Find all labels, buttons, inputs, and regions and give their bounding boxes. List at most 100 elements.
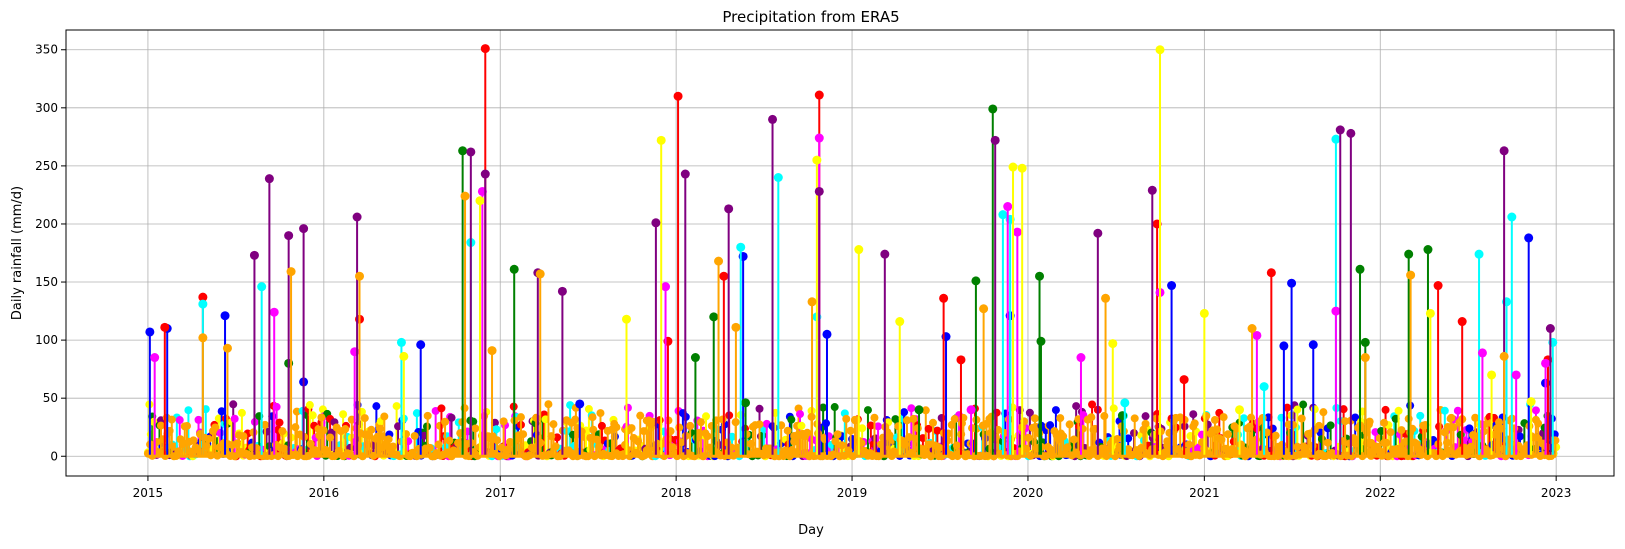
baseline-marker — [480, 412, 489, 421]
baseline-marker — [1024, 433, 1033, 442]
baseline-marker — [1440, 406, 1449, 415]
baseline-marker — [306, 440, 315, 449]
baseline-marker — [1453, 406, 1462, 415]
baseline-marker — [204, 434, 213, 443]
data-point — [1076, 353, 1086, 363]
baseline-marker — [291, 423, 300, 432]
data-point — [1541, 358, 1551, 368]
baseline-marker — [749, 422, 758, 431]
baseline-marker — [339, 410, 348, 419]
baseline-marker — [1051, 406, 1060, 415]
baseline-marker — [1078, 424, 1087, 433]
data-point — [1404, 249, 1414, 259]
baseline-marker — [437, 404, 446, 413]
baseline-marker — [1087, 413, 1096, 422]
baseline-marker — [1416, 411, 1425, 420]
baseline-marker — [1386, 428, 1395, 437]
baseline-marker — [1059, 432, 1068, 441]
data-point — [1036, 336, 1046, 346]
baseline-marker — [571, 415, 580, 424]
baseline-marker — [588, 413, 597, 422]
baseline-marker — [1534, 419, 1543, 428]
y-tick-label: 100 — [35, 333, 58, 347]
baseline-marker — [866, 421, 875, 430]
baseline-marker — [1210, 415, 1219, 424]
x-tick-label: 2021 — [1189, 486, 1220, 500]
data-point — [355, 271, 365, 281]
data-point — [535, 269, 545, 279]
y-tick-label: 350 — [35, 43, 58, 57]
baseline-marker — [846, 426, 855, 435]
data-point — [1279, 341, 1289, 351]
data-point — [814, 90, 824, 100]
baseline-marker — [668, 443, 677, 452]
data-point — [1526, 397, 1536, 407]
baseline-marker — [544, 400, 553, 409]
baseline-marker — [1239, 446, 1248, 455]
y-axis-label: Daily rainfall (mm/d) — [10, 186, 25, 320]
data-point — [1477, 348, 1487, 358]
data-point — [895, 317, 905, 327]
data-point — [731, 322, 741, 332]
baseline-marker — [874, 422, 883, 431]
baseline-marker — [156, 421, 165, 430]
baseline-marker — [292, 407, 301, 416]
baseline-marker — [278, 427, 287, 436]
baseline-marker — [562, 416, 571, 425]
baseline-marker — [1025, 408, 1034, 417]
data-point — [661, 282, 671, 292]
baseline-marker — [1479, 427, 1488, 436]
baseline-marker — [1219, 413, 1228, 422]
baseline-marker — [275, 418, 284, 427]
baseline-marker — [1516, 432, 1525, 441]
baseline-marker — [380, 412, 389, 421]
data-point — [1360, 337, 1370, 347]
baseline-marker — [341, 425, 350, 434]
data-point — [269, 307, 279, 317]
x-tick-label: 2017 — [485, 486, 516, 500]
baseline-marker — [1380, 418, 1389, 427]
baseline-marker — [675, 423, 684, 432]
data-point — [998, 210, 1008, 220]
baseline-marker — [837, 441, 846, 450]
baseline-marker — [492, 425, 501, 434]
y-tick-label: 300 — [35, 101, 58, 115]
baseline-marker — [1030, 414, 1039, 423]
data-point — [1235, 405, 1245, 415]
data-point — [714, 256, 724, 266]
data-point — [220, 311, 230, 321]
baseline-marker — [1473, 432, 1482, 441]
series-group — [198, 191, 1509, 457]
baseline-marker — [1223, 430, 1232, 439]
baseline-marker — [471, 424, 480, 433]
baseline-marker — [375, 424, 384, 433]
baseline-marker — [360, 414, 369, 423]
data-point — [1108, 339, 1118, 349]
baseline-marker — [686, 421, 695, 430]
x-tick-label: 2020 — [1013, 486, 1044, 500]
data-point — [724, 204, 734, 214]
baseline-marker — [790, 437, 799, 446]
plot-area — [143, 44, 1561, 461]
data-point — [1360, 353, 1370, 363]
x-tick-label: 2015 — [133, 486, 164, 500]
baseline-marker — [1239, 414, 1248, 423]
data-point — [1101, 293, 1111, 303]
baseline-marker — [933, 426, 942, 435]
baseline-marker — [1283, 403, 1292, 412]
data-point — [509, 264, 519, 274]
data-point — [198, 299, 208, 309]
baseline-marker — [924, 440, 933, 449]
data-point — [1331, 306, 1341, 316]
data-point — [1308, 340, 1318, 350]
baseline-marker — [217, 407, 226, 416]
baseline-marker — [595, 442, 604, 451]
data-point — [814, 186, 824, 196]
baseline-marker — [950, 415, 959, 424]
baseline-marker — [924, 424, 933, 433]
baseline-marker — [1310, 425, 1319, 434]
baseline-marker — [425, 443, 434, 452]
